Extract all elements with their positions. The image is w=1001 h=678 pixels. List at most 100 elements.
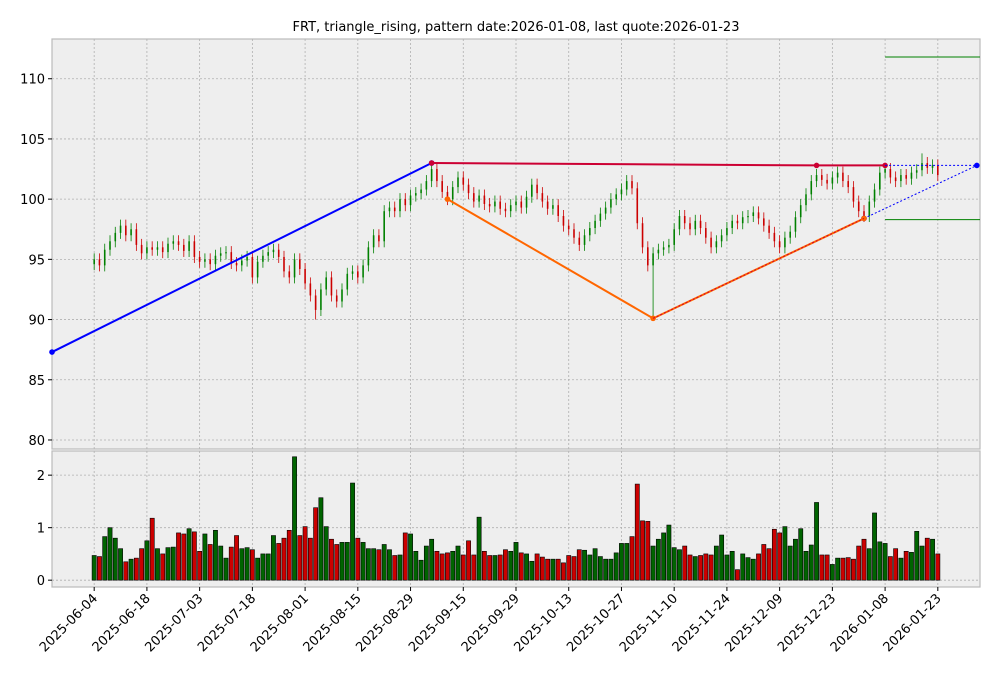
candle-body <box>873 189 876 202</box>
volume-bar <box>476 516 482 581</box>
volume-bar <box>334 544 340 581</box>
volume-bar <box>360 542 366 581</box>
candle-body <box>467 184 470 194</box>
volume-bar <box>851 558 856 581</box>
candle-body <box>119 225 122 233</box>
candle-body <box>378 235 380 242</box>
volume-bar <box>619 543 624 581</box>
candle-body <box>847 181 849 188</box>
volume-bar <box>539 556 545 581</box>
candle-body <box>341 289 343 302</box>
volume-bar <box>866 548 872 581</box>
candle-body <box>288 271 291 278</box>
volume-bar <box>149 517 155 581</box>
volume-bar <box>281 537 287 581</box>
candle-body <box>879 172 881 190</box>
candle-body <box>488 203 491 207</box>
volume-bar <box>745 557 751 581</box>
volume-bar <box>492 555 498 581</box>
volume-bar <box>128 558 134 581</box>
candle-body <box>309 283 312 296</box>
volume-bar <box>703 553 709 581</box>
volume-bar <box>387 549 392 581</box>
volume-bar <box>160 553 166 581</box>
volume-bar <box>613 552 619 581</box>
y-tick-label: 100 <box>20 193 45 208</box>
volume-bar <box>529 560 535 581</box>
volume-bar <box>756 553 761 581</box>
volume-bar <box>392 555 398 581</box>
candle-body <box>757 212 760 219</box>
volume-bar <box>355 537 361 581</box>
candle-body <box>789 231 791 238</box>
candle-body <box>151 247 153 250</box>
volume-bar <box>471 554 477 581</box>
volume-bar <box>924 537 930 581</box>
volume-bar <box>207 544 213 581</box>
candle-body <box>267 252 269 256</box>
volume-bar <box>508 550 514 581</box>
candle-body <box>852 187 855 202</box>
pattern-point <box>974 162 980 169</box>
volume-bar <box>840 557 846 581</box>
candle-body <box>636 188 639 224</box>
candle-body <box>230 252 233 263</box>
candle-body <box>367 247 370 266</box>
candle-body <box>473 193 475 202</box>
volume-bar <box>608 558 614 581</box>
volume-bar <box>887 556 893 581</box>
candle-body <box>926 163 929 168</box>
volume-bar <box>408 533 413 581</box>
candle-body <box>604 207 607 214</box>
volume-bar <box>376 549 382 581</box>
volume-bar <box>587 554 593 581</box>
volume-bar <box>460 554 466 581</box>
volume-bar <box>450 550 456 581</box>
volume-bar <box>413 550 419 581</box>
volume-bar <box>576 549 582 581</box>
candle-body <box>541 193 544 202</box>
candle-body <box>525 196 528 208</box>
candle-body <box>177 241 180 245</box>
volume-bar <box>824 554 830 581</box>
candle-body <box>615 194 617 200</box>
volume-bar <box>682 545 688 581</box>
candle-body <box>451 187 454 200</box>
volume-bar <box>698 555 703 581</box>
candle-body <box>362 265 364 278</box>
candle-body <box>214 255 217 265</box>
candle-body <box>172 241 175 244</box>
candle-body <box>357 271 359 278</box>
candle-body <box>884 169 886 173</box>
volume-bar <box>640 520 645 581</box>
volume-bar <box>634 483 640 581</box>
volume-bar <box>819 554 825 581</box>
candle-body <box>826 179 828 184</box>
candle-body <box>103 249 106 266</box>
candle-body <box>277 249 280 257</box>
candle-body <box>188 241 190 251</box>
candle-body <box>509 205 512 212</box>
volume-bar <box>503 549 508 581</box>
chart-title: FRT, triangle_rising, pattern date:2026-… <box>293 20 740 35</box>
volume-bar <box>782 526 788 581</box>
pattern-point <box>49 349 55 355</box>
volume-bar <box>545 558 551 581</box>
candle-body <box>478 195 480 202</box>
volume-bar <box>524 553 529 581</box>
pattern-point <box>813 162 820 169</box>
volume-bar <box>650 545 656 581</box>
candle-body <box>225 252 227 254</box>
volume-bar <box>550 558 556 581</box>
candle-body <box>673 229 675 245</box>
volume-bar <box>144 540 150 581</box>
volume-bar <box>761 544 767 581</box>
volume-bar <box>323 526 329 581</box>
candle-body <box>731 220 733 229</box>
volume-bar <box>418 559 424 581</box>
volume-bar <box>181 533 187 581</box>
volume-bar <box>318 497 324 581</box>
volume-bar <box>677 549 682 581</box>
candle-body <box>130 229 132 236</box>
